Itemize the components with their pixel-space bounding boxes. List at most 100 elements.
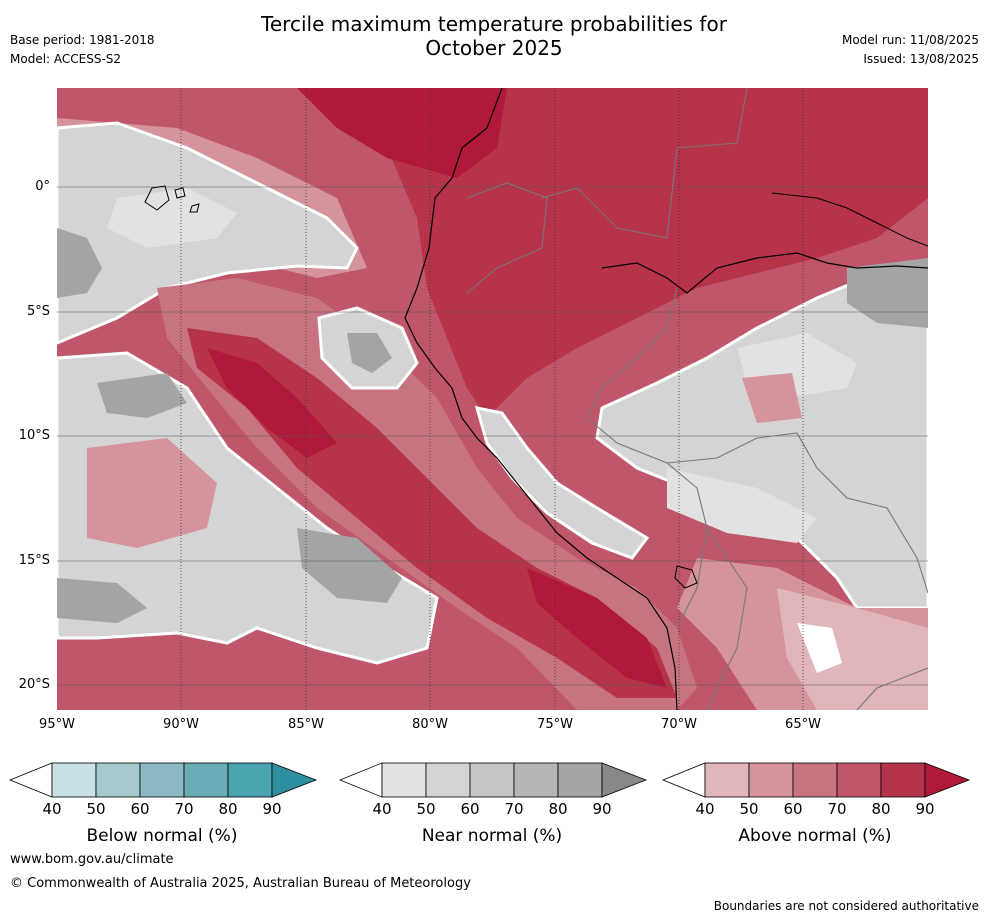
legend-near-swatch-gt90 <box>601 762 648 798</box>
map-canvas <box>57 88 928 710</box>
legend-above-tick-90: 90 <box>915 800 935 818</box>
legend-above-tick-80: 80 <box>871 800 891 818</box>
legend-near-normal-bar <box>338 762 648 798</box>
near-normal-50-patch-galapagos <box>107 188 237 248</box>
near-normal-80-patch-southwest-b <box>297 528 402 603</box>
lat-label-15s: 15°S <box>18 553 50 568</box>
above-normal-90-region-north <box>297 88 507 178</box>
above-normal-60-patch-southwest <box>87 438 217 548</box>
legend-below-tick-60: 60 <box>130 800 150 818</box>
legend-below-swatch-50-60 <box>95 762 141 798</box>
legend-above-swatch-50-60 <box>748 762 794 798</box>
footer-url: www.bom.gov.au/climate <box>10 852 174 867</box>
legend-near-title: Near normal (%) <box>421 826 563 846</box>
legend-below-normal-bar <box>8 762 318 798</box>
lat-label-5s: 5°S <box>26 304 50 319</box>
legend-above-swatch-40-50 <box>704 762 750 798</box>
near-normal-80-patch-southwest-a <box>97 373 187 418</box>
model-run-label: Model run: 11/08/2025 <box>841 33 979 47</box>
legend-below-swatch-70-80 <box>183 762 229 798</box>
border-ecuador <box>466 182 548 294</box>
coastline-west <box>404 88 678 710</box>
legend-below-tick-40: 40 <box>42 800 62 818</box>
border-chile-bolivia <box>706 527 748 710</box>
legend-above-tick-40: 40 <box>695 800 715 818</box>
near-normal-80-patch-southwest-c <box>57 578 147 623</box>
legend-above-swatch-60-70 <box>792 762 838 798</box>
legend-above-title: Above normal (%) <box>738 826 892 846</box>
galapagos-island-b <box>174 187 186 199</box>
legend-above-tick-70: 70 <box>827 800 847 818</box>
legend-below-tick-90: 90 <box>262 800 282 818</box>
border-colombia <box>541 88 748 239</box>
legend-near-tick-40: 40 <box>372 800 392 818</box>
above-normal-60-patch-east <box>742 373 802 423</box>
border-paraguay <box>856 667 928 710</box>
river-north <box>771 192 928 247</box>
border-bolivia <box>666 432 928 594</box>
legend-near-tick-80: 80 <box>548 800 568 818</box>
lon-label-80w: 80°W <box>412 717 448 732</box>
legend-above-normal-bar <box>661 762 971 798</box>
legend-below-tick-80: 80 <box>218 800 238 818</box>
lon-label-95w: 95°W <box>39 717 75 732</box>
near-normal-50-patch-altiplano <box>667 468 817 543</box>
near-normal-80-patch-northwest <box>57 228 102 298</box>
lon-label-65w: 65°W <box>785 717 821 732</box>
galapagos-island-c <box>189 203 200 213</box>
above-normal-90-patch-offshore <box>207 348 337 458</box>
legend-above-swatch-70-80 <box>836 762 882 798</box>
border-peru-brazil <box>586 287 708 629</box>
legend-below-tick-70: 70 <box>174 800 194 818</box>
legend-near-swatch-50-60 <box>425 762 471 798</box>
title-line-2: October 2025 <box>425 36 563 60</box>
above-normal-50-region-southeast <box>777 588 928 710</box>
legend-above-swatch-gt90 <box>924 762 971 798</box>
lon-label-85w: 85°W <box>288 717 324 732</box>
parallels <box>57 186 928 686</box>
legend-near-swatch-80-90 <box>557 762 603 798</box>
amazon-river <box>601 252 928 294</box>
legend-above-swatch-lt40 <box>661 762 706 798</box>
legend-near-tick-60: 60 <box>460 800 480 818</box>
lat-label-0: 0° <box>35 179 50 194</box>
issued-label: Issued: 13/08/2025 <box>863 52 979 66</box>
legend-near-tick-70: 70 <box>504 800 524 818</box>
legend-below-swatch-60-70 <box>139 762 185 798</box>
legend-near-swatch-40-50 <box>381 762 427 798</box>
map-title: Tercile maximum temperature probabilitie… <box>0 12 988 60</box>
legend-near-swatch-70-80 <box>513 762 559 798</box>
legend-below-swatch-lt40 <box>8 762 53 798</box>
legend-near-swatch-60-70 <box>469 762 515 798</box>
legend-near-swatch-lt40 <box>338 762 383 798</box>
legend-above-swatch-80-90 <box>880 762 926 798</box>
probability-map <box>57 88 928 710</box>
legend-below-title: Below normal (%) <box>86 826 238 846</box>
legend-above-tick-50: 50 <box>739 800 759 818</box>
legend-above-tick-60: 60 <box>783 800 803 818</box>
lake-titicaca <box>674 565 698 589</box>
footer-copyright: © Commonwealth of Australia 2025, Austra… <box>10 876 471 891</box>
near-normal-80-patch-offshore <box>347 333 392 373</box>
above-normal-90-patch-coast <box>527 568 667 688</box>
lon-label-70w: 70°W <box>661 717 697 732</box>
legend-below-swatch-40-50 <box>51 762 97 798</box>
legend-below-tick-50: 50 <box>86 800 106 818</box>
legend-below-swatch-80-90 <box>227 762 273 798</box>
title-line-1: Tercile maximum temperature probabilitie… <box>261 12 727 36</box>
lon-label-75w: 75°W <box>537 717 573 732</box>
above-normal-70-region-south <box>57 640 477 710</box>
below-40-patch-southeast <box>797 623 842 673</box>
galapagos-island-a <box>144 185 170 211</box>
country-borders <box>466 88 928 710</box>
lat-label-20s: 20°S <box>18 677 50 692</box>
near-normal-80-patch-east <box>847 258 928 328</box>
base-period-label: Base period: 1981-2018 <box>10 33 155 47</box>
model-label: Model: ACCESS-S2 <box>10 52 122 66</box>
near-normal-region-east <box>595 266 928 610</box>
legend-below-swatch-gt90 <box>271 762 318 798</box>
lat-label-10s: 10°S <box>18 428 50 443</box>
legend-near-tick-90: 90 <box>592 800 612 818</box>
footer-disclaimer: Boundaries are not considered authoritat… <box>713 899 979 913</box>
lon-label-90w: 90°W <box>163 717 199 732</box>
